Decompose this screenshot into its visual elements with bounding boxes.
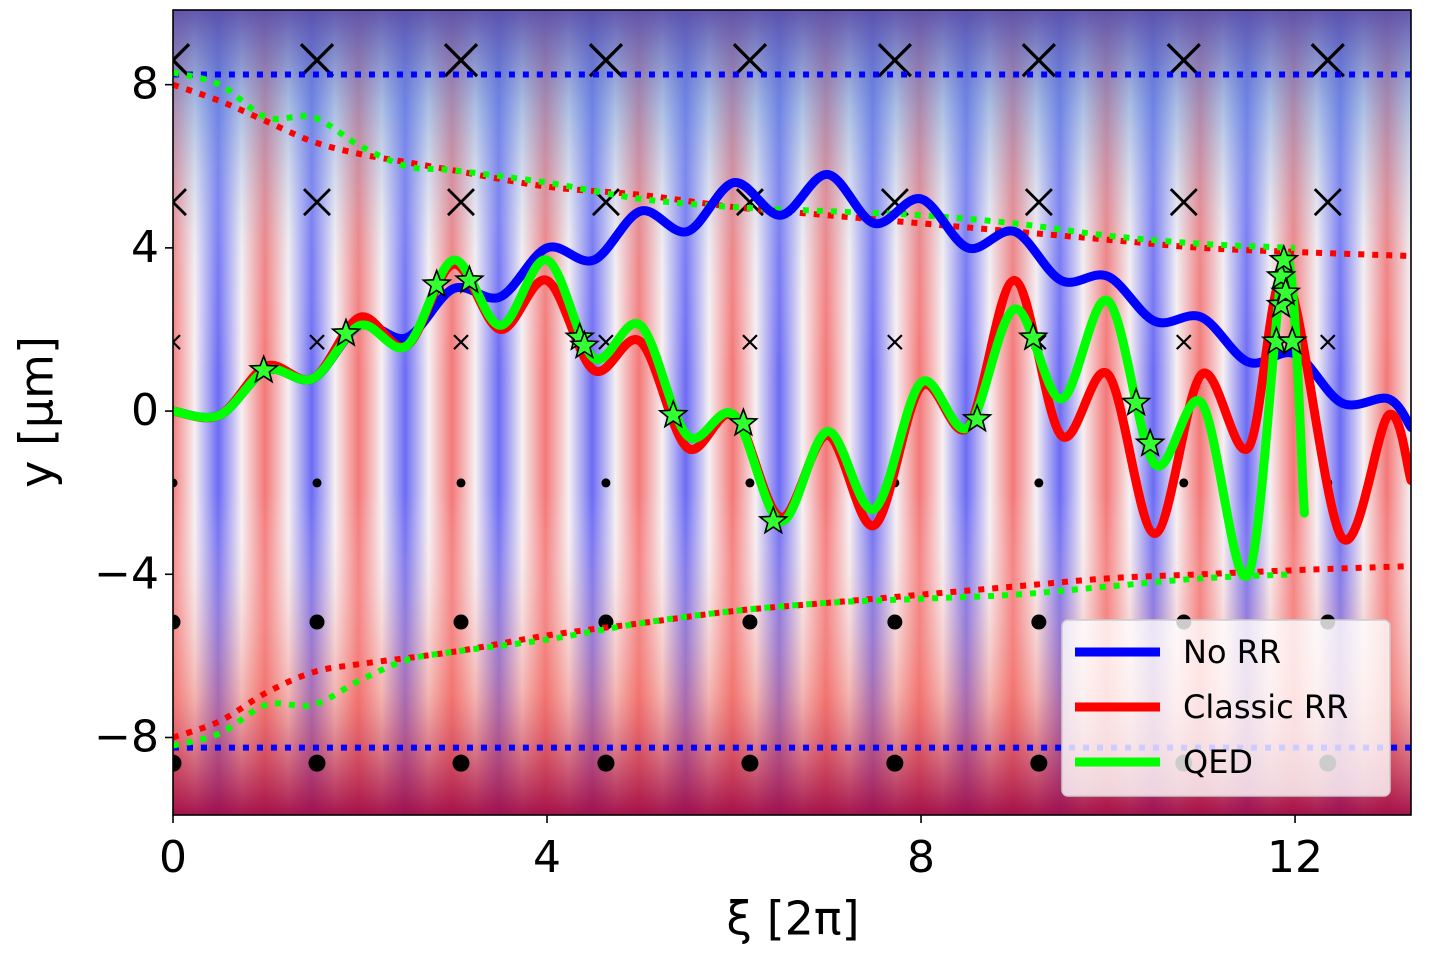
series-line — [173, 251, 1309, 582]
field-marker-x — [742, 334, 758, 350]
photon-star — [657, 398, 689, 429]
field-marker-dot — [886, 754, 904, 772]
field-marker-x — [1024, 188, 1053, 217]
y-tick-label: 8 — [131, 59, 159, 110]
field-marker-dot — [453, 614, 469, 630]
y-tick-label: −8 — [94, 711, 159, 762]
legend-label: QED — [1183, 743, 1253, 781]
field-marker-dot — [452, 754, 470, 772]
field-marker-x — [1021, 43, 1056, 78]
field-marker-x — [1166, 43, 1201, 78]
x-axis-label: ξ [2π] — [726, 892, 859, 946]
legend: No RR Classic RR QED — [1061, 619, 1391, 797]
envelope-line — [173, 571, 1296, 749]
field-marker-x — [173, 334, 181, 350]
field-marker-dot — [887, 614, 903, 630]
x-tick-label: 0 — [159, 832, 187, 883]
field-marker-x — [887, 334, 903, 350]
field-marker-x — [173, 43, 191, 78]
field-marker-dot — [597, 754, 615, 772]
field-marker-dot — [745, 478, 755, 488]
field-marker-dot — [173, 614, 181, 630]
field-marker-x — [299, 43, 335, 78]
photon-star — [961, 402, 993, 433]
field-marker-x — [173, 188, 187, 217]
x-tick-label: 12 — [1267, 832, 1323, 883]
envelope-line — [173, 563, 1411, 741]
field-marker-x — [732, 43, 768, 78]
field-marker-x — [303, 188, 331, 217]
field-marker-dot — [308, 754, 326, 772]
photon-star — [1134, 427, 1166, 457]
x-tick-label: 4 — [533, 832, 561, 883]
field-marker-dot — [1030, 754, 1048, 772]
photon-star — [330, 317, 362, 347]
field-marker-x — [1176, 334, 1192, 350]
field-marker-dot — [1034, 478, 1044, 488]
field-marker-dot — [309, 614, 325, 630]
legend-label: Classic RR — [1183, 688, 1348, 726]
field-marker-x — [1169, 188, 1198, 217]
photon-star — [248, 353, 280, 384]
y-tick-label: 0 — [131, 385, 159, 436]
photon-star — [1017, 321, 1049, 351]
field-marker-x — [443, 43, 479, 78]
photon-star — [1270, 276, 1302, 306]
field-marker-x — [1310, 43, 1345, 78]
field-marker-dot — [312, 478, 322, 488]
photon-star — [1268, 243, 1300, 274]
legend-label: No RR — [1183, 633, 1281, 671]
photon-star — [1276, 325, 1308, 355]
field-marker-x — [447, 188, 475, 217]
photon-star — [453, 264, 485, 294]
photon-star — [1265, 260, 1297, 290]
field-marker-dot — [1179, 478, 1189, 488]
field-marker-x — [588, 43, 624, 78]
field-marker-dot — [173, 754, 182, 772]
y-tick-label: −4 — [94, 548, 159, 599]
field-marker-x — [1320, 334, 1336, 350]
photon-star — [421, 268, 453, 298]
field-marker-dot — [601, 478, 611, 488]
envelope-line — [173, 69, 1296, 251]
photon-star — [757, 504, 789, 535]
y-axis-label: y [μm] — [10, 336, 64, 488]
x-tick-label: 8 — [907, 832, 935, 883]
field-marker-x — [453, 334, 469, 350]
photon-star — [727, 407, 759, 437]
photon-star — [1120, 386, 1152, 417]
field-marker-dot — [742, 614, 758, 630]
field-marker-x — [877, 43, 912, 78]
field-marker-dot — [1031, 614, 1047, 630]
y-tick-label: 4 — [131, 222, 159, 273]
field-marker-x — [309, 334, 325, 350]
field-marker-dot — [173, 478, 178, 488]
photon-star — [568, 329, 600, 359]
field-marker-dot — [456, 478, 466, 488]
field-marker-x — [1313, 188, 1342, 217]
plot-frame — [172, 9, 1412, 816]
field-marker-dot — [741, 754, 759, 772]
axes: 0 4 8 12 −8 −4 0 4 8 — [94, 59, 1323, 883]
legend-box — [1061, 619, 1391, 797]
